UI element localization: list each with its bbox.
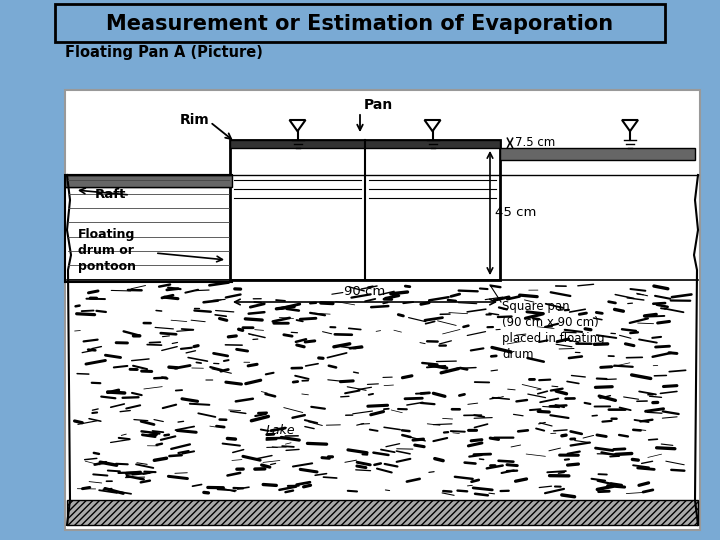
Polygon shape bbox=[622, 120, 638, 131]
Bar bbox=[500, 148, 695, 160]
Text: Measurement or Estimation of Evaporation: Measurement or Estimation of Evaporation bbox=[107, 14, 613, 34]
Bar bbox=[230, 140, 500, 148]
Text: Pan: Pan bbox=[364, 98, 392, 112]
Text: Lake: Lake bbox=[265, 423, 294, 436]
Bar bbox=[230, 140, 500, 280]
Bar bbox=[65, 175, 232, 187]
Polygon shape bbox=[289, 120, 305, 131]
Text: 45 cm: 45 cm bbox=[495, 206, 536, 219]
Bar bbox=[65, 175, 232, 282]
Text: Floating Pan A (Picture): Floating Pan A (Picture) bbox=[65, 44, 263, 59]
Bar bbox=[65, 90, 700, 530]
Text: 90 cm: 90 cm bbox=[344, 285, 386, 298]
Bar bbox=[65, 175, 232, 187]
Text: 7.5 cm: 7.5 cm bbox=[515, 136, 555, 148]
Bar bbox=[55, 4, 665, 42]
Text: Raft: Raft bbox=[95, 188, 127, 201]
Text: Floating
drum or
pontoon: Floating drum or pontoon bbox=[78, 228, 136, 273]
Bar bbox=[67, 500, 698, 525]
Text: Square pan
(90 cm x 90 cm)
placed in floating
drum: Square pan (90 cm x 90 cm) placed in flo… bbox=[502, 300, 605, 361]
Bar bbox=[67, 280, 698, 500]
Text: Rim: Rim bbox=[180, 113, 210, 127]
Polygon shape bbox=[425, 120, 441, 131]
